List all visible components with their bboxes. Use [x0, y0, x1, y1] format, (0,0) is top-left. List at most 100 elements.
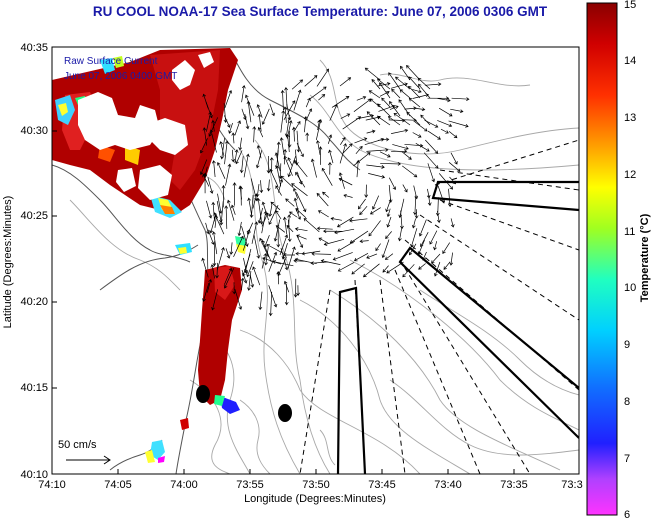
current-vector — [413, 107, 426, 112]
current-vector — [206, 278, 212, 293]
current-vector — [329, 104, 338, 121]
current-vector — [264, 246, 269, 266]
current-vector — [339, 77, 352, 87]
colorbar-label: Temperature (°C) — [639, 213, 651, 302]
current-vector — [282, 216, 288, 235]
y-tick-label: 40:35 — [20, 42, 48, 54]
current-vector — [339, 143, 347, 164]
current-vector — [327, 134, 333, 145]
current-vector — [230, 204, 236, 215]
current-vector — [280, 175, 294, 189]
x-tick-label: 73:45 — [368, 479, 396, 491]
current-vector — [371, 79, 381, 90]
current-vector — [328, 149, 334, 164]
current-vector — [353, 152, 371, 167]
current-vector — [276, 141, 281, 157]
current-vector — [379, 82, 391, 99]
current-vector — [356, 95, 367, 101]
current-vector — [256, 197, 262, 221]
current-vector — [410, 228, 418, 248]
current-vector — [269, 168, 279, 187]
x-tick-label: 74:10 — [38, 479, 66, 491]
current-vector — [400, 65, 411, 81]
data-gaps — [78, 52, 214, 200]
current-vector — [305, 132, 310, 142]
x-tick-label: 73:40 — [434, 479, 462, 491]
current-vector — [389, 100, 401, 117]
current-vector — [388, 72, 401, 90]
current-vector — [291, 183, 308, 197]
current-vector — [261, 108, 270, 125]
current-vector — [364, 184, 369, 198]
y-axis: 40:35 40:30 40:25 40:20 40:15 40:10 — [20, 42, 57, 481]
current-vector — [266, 155, 271, 174]
current-vector — [241, 253, 251, 277]
current-vector — [287, 157, 293, 167]
current-vector — [371, 195, 380, 210]
current-vector — [379, 90, 390, 97]
current-vector — [337, 240, 355, 252]
current-vector — [283, 100, 296, 120]
current-vector — [402, 118, 417, 123]
current-vector — [296, 142, 305, 158]
current-vector — [219, 141, 225, 157]
current-vector — [411, 218, 416, 229]
current-vector — [451, 97, 470, 102]
current-vector — [252, 193, 258, 209]
current-vector — [382, 265, 389, 273]
current-vector — [336, 216, 354, 228]
current-vector — [321, 167, 333, 186]
current-vector — [234, 288, 243, 310]
current-vector — [258, 291, 263, 311]
colorbar: 15 14 13 12 11 10 9 8 7 6 Temperature (°… — [586, 0, 651, 519]
current-vector — [275, 210, 282, 220]
colorbar-tick: 6 — [624, 509, 630, 519]
current-vector — [412, 132, 422, 138]
current-vector — [212, 242, 217, 267]
current-vector — [310, 261, 329, 266]
current-vector — [225, 248, 231, 259]
current-vector — [413, 195, 417, 216]
current-vector — [273, 219, 281, 242]
current-vector — [294, 149, 299, 166]
current-vector — [431, 253, 441, 264]
current-vector — [272, 260, 294, 267]
current-vector — [316, 68, 329, 87]
current-vector — [317, 210, 329, 218]
x-tick-label: 73:50 — [302, 479, 330, 491]
current-vector — [255, 150, 263, 169]
current-vector — [377, 115, 391, 126]
y-tick-label: 40:15 — [20, 382, 48, 394]
current-vector — [385, 231, 392, 239]
current-vector — [449, 252, 454, 266]
current-vector — [366, 253, 378, 259]
current-vector — [448, 162, 461, 172]
current-vector — [247, 197, 253, 216]
current-vector — [323, 238, 345, 246]
current-vector — [394, 76, 411, 90]
current-vector — [303, 218, 320, 233]
current-vector — [216, 161, 226, 179]
current-vector — [278, 178, 284, 193]
map-title: RU COOL NOAA-17 Sea Surface Temperature:… — [92, 4, 548, 19]
current-vector — [418, 83, 431, 99]
colorbar-tick: 13 — [624, 112, 636, 124]
current-vector — [211, 231, 218, 255]
x-tick-label: 73:55 — [236, 479, 264, 491]
current-vector — [231, 149, 236, 163]
current-vector — [221, 184, 226, 208]
current-vector — [243, 257, 249, 275]
current-vector — [429, 230, 438, 245]
current-vector — [246, 100, 252, 123]
current-vector — [241, 226, 249, 247]
current-vector — [322, 191, 330, 198]
current-vector — [358, 198, 366, 210]
current-vector — [338, 177, 353, 186]
colorbar-tick: 15 — [624, 0, 636, 11]
current-vector — [280, 110, 286, 133]
current-vector — [223, 267, 235, 289]
disposal-site-marker — [196, 385, 210, 403]
current-vector — [285, 134, 290, 153]
current-vector — [433, 261, 441, 277]
current-vector — [211, 119, 216, 132]
